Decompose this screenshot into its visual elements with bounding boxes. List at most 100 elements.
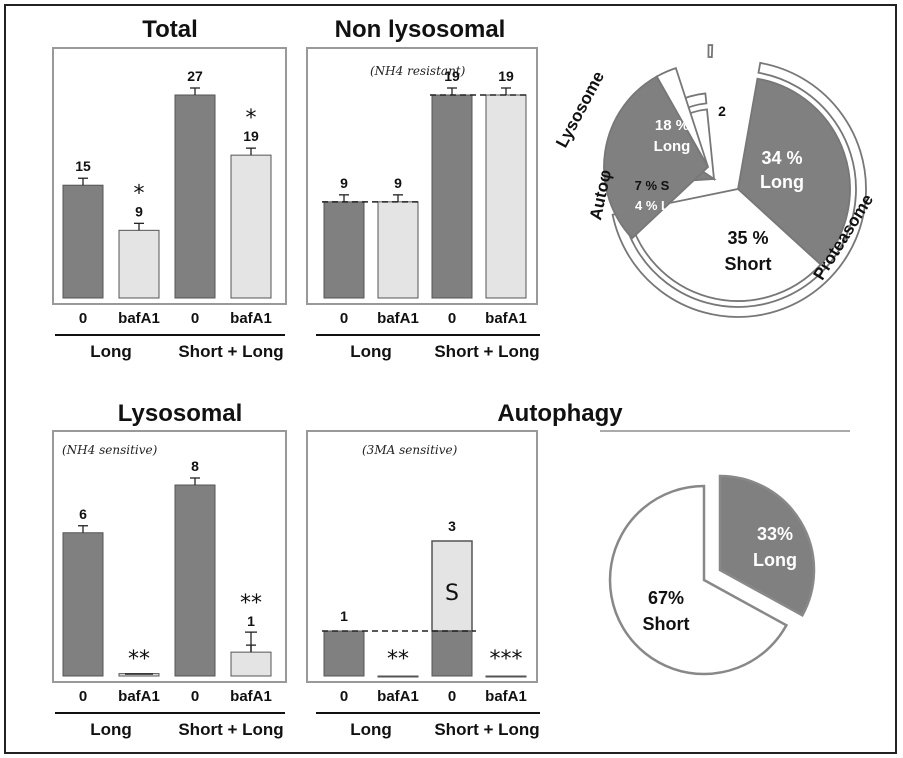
lyso-bars xyxy=(55,477,285,714)
value-label: 27 xyxy=(187,68,203,84)
value-label: 1 xyxy=(340,608,348,624)
pie-label-lysosome-two: 2 xyxy=(718,103,726,119)
bar-total-0 xyxy=(62,184,104,299)
group-label-long: Long xyxy=(90,720,132,739)
bar-auto-2-base xyxy=(431,630,473,677)
significance-mark: ** xyxy=(128,647,150,672)
lysosome-ring xyxy=(707,44,714,58)
auto-bars xyxy=(316,540,540,714)
bar-nonlyso-3 xyxy=(485,94,527,299)
x-tick-label: 0 xyxy=(191,688,199,705)
x-tick-label: bafA1 xyxy=(230,688,272,705)
value-label: 15 xyxy=(75,158,91,174)
x-tick-label: 0 xyxy=(79,310,87,327)
value-label: 8 xyxy=(191,458,199,474)
x-tick-label: 0 xyxy=(448,688,456,705)
significance-mark: * xyxy=(246,106,257,131)
lyso-panel xyxy=(52,430,287,683)
pie2-slice-short xyxy=(608,484,789,676)
x-tick-label: bafA1 xyxy=(377,688,419,705)
significance-mark: ** xyxy=(240,591,262,616)
pie-slice-lysosome-long xyxy=(603,75,710,240)
pie-label-autophagy-short: 7 % S xyxy=(635,178,670,193)
lyso-subtitle: (NH4 sensitive) xyxy=(62,443,158,457)
pie2-label-short-sub: Short xyxy=(643,614,690,634)
auto-subtitle: (3MA sensitive) xyxy=(362,443,458,457)
x-tick-label: bafA1 xyxy=(485,310,527,327)
bar-total-2 xyxy=(174,94,216,299)
autophagy-separator xyxy=(600,430,850,432)
x-tick-label: 0 xyxy=(79,688,87,705)
bar-segment-label: S xyxy=(445,581,459,606)
pie-slice-proteasome-long xyxy=(737,77,851,266)
lyso-title: Lysosomal xyxy=(117,400,243,427)
group-label-long: Long xyxy=(90,342,132,361)
value-label: 9 xyxy=(340,175,348,191)
nonlyso-bars xyxy=(316,87,540,336)
x-tick-label: 0 xyxy=(448,310,456,327)
pie-group-lysosome: Lysosome xyxy=(552,68,608,151)
bar-auto-3 xyxy=(485,675,527,678)
x-tick-label: 0 xyxy=(191,310,199,327)
x-tick-label: bafA1 xyxy=(118,310,160,327)
pie-label-proteasome-long-pct: 34 % xyxy=(761,148,802,168)
x-tick-label: 0 xyxy=(340,310,348,327)
bar-nonlyso-0 xyxy=(323,201,365,299)
group-label-shortlong: Short + Long xyxy=(434,720,539,739)
pie2 xyxy=(608,474,816,676)
group-label-long: Long xyxy=(350,720,392,739)
bar-total-3 xyxy=(230,154,272,299)
nonlyso-panel xyxy=(306,47,538,305)
auto-title: Autophagy xyxy=(497,400,623,427)
value-label: 3 xyxy=(448,518,456,534)
significance-mark: *** xyxy=(490,647,523,672)
bar-nonlyso-1 xyxy=(377,201,419,299)
x-tick-label: bafA1 xyxy=(377,310,419,327)
proteasome-ring xyxy=(611,61,867,318)
total-title: Total xyxy=(142,16,198,43)
bar-auto-2-segment xyxy=(431,540,473,632)
bar-auto-0 xyxy=(323,630,365,677)
bar-nonlyso-2 xyxy=(431,94,473,299)
nonlyso-subtitle: (NH4 resistant) xyxy=(370,64,466,78)
significance-mark: ** xyxy=(387,647,409,672)
significance-mark: * xyxy=(134,181,145,206)
bar-auto-1 xyxy=(377,675,419,678)
group-label-shortlong: Short + Long xyxy=(178,342,283,361)
pie1 xyxy=(603,44,867,318)
pie2-label-short-pct: 67% xyxy=(648,588,684,608)
pie2-label-long-sub: Long xyxy=(753,550,797,570)
x-tick-label: bafA1 xyxy=(230,310,272,327)
pie2-slice-long xyxy=(718,474,816,617)
x-tick-label: bafA1 xyxy=(485,688,527,705)
pie-label-autophagy-long: 4 % L xyxy=(635,198,669,213)
bar-lyso-3 xyxy=(230,651,272,677)
pie-slice-proteasome-short xyxy=(627,188,822,302)
group-label-shortlong: Short + Long xyxy=(434,342,539,361)
bar-lyso-2 xyxy=(174,484,216,677)
value-label: 9 xyxy=(394,175,402,191)
x-tick-label: 0 xyxy=(340,688,348,705)
auto-panel xyxy=(306,430,538,683)
nonlyso-title: Non lysosomal xyxy=(334,16,506,43)
figure-frame xyxy=(4,4,897,754)
bar-lyso-0 xyxy=(62,532,104,677)
value-label: 9 xyxy=(135,203,143,219)
total-panel xyxy=(52,47,287,305)
bar-total-1 xyxy=(118,229,160,299)
pie-label-lysosome-long-sub: Long xyxy=(654,138,691,155)
value-label: 1 xyxy=(247,613,255,629)
group-label-long: Long xyxy=(350,342,392,361)
value-label: 6 xyxy=(79,506,87,522)
pie-label-proteasome-short-pct: 35 % xyxy=(727,228,768,248)
pie-label-lysosome-long-pct: 18 % xyxy=(655,117,689,134)
pie2-label-long-pct: 33% xyxy=(757,524,793,544)
pie-slice-lysosome-other xyxy=(655,66,709,168)
pie-label-proteasome-short-sub: Short xyxy=(725,254,772,274)
pie-label-proteasome-long-sub: Long xyxy=(760,172,804,192)
x-tick-label: bafA1 xyxy=(118,688,160,705)
value-label: 19 xyxy=(243,128,259,144)
value-label: 19 xyxy=(444,68,460,84)
total-bars xyxy=(55,87,285,336)
